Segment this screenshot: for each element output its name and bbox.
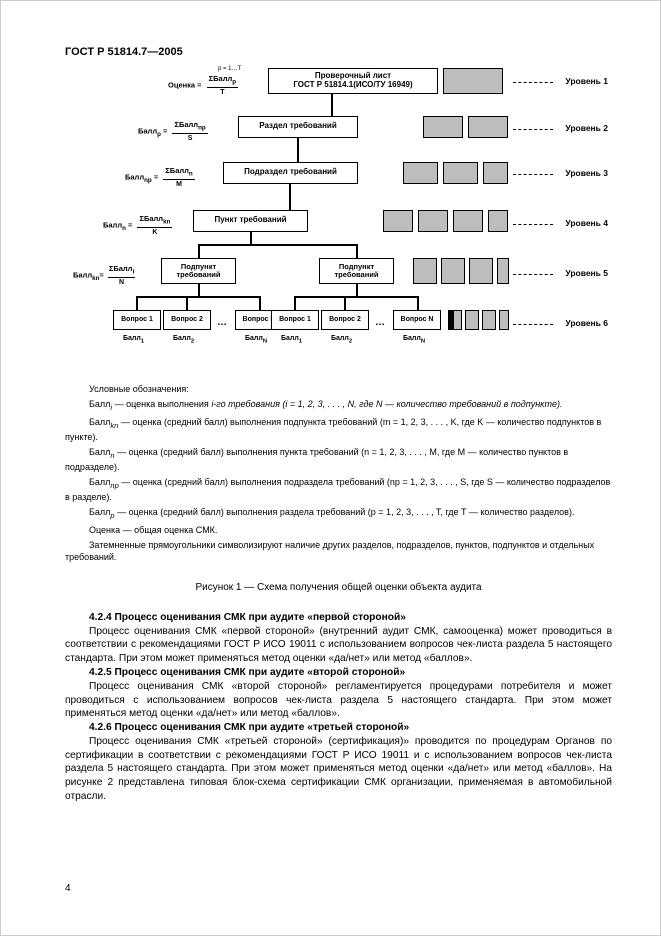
box-clause: Пункт требований <box>193 210 308 232</box>
box-shaded-l3b <box>443 162 478 184</box>
connector <box>356 284 358 296</box>
ball1: Балл1 <box>123 334 144 346</box>
formula-ballkn: Баллkn= ΣБаллi N <box>73 264 135 287</box>
box-shaded-l2b <box>468 116 508 138</box>
ball1b: Балл1 <box>281 334 302 346</box>
box-shaded-l3c <box>483 162 508 184</box>
level-label-5: Уровень 5 <box>565 268 608 279</box>
box-shaded-l4b <box>418 210 448 232</box>
para-4.2.4: Процесс оценивания СМК «первой стороной»… <box>65 625 612 666</box>
level-label-1: Уровень 1 <box>565 76 608 87</box>
box-shaded-l1 <box>443 68 503 94</box>
box-shaded-l3a <box>403 162 438 184</box>
box-checklist: Проверочный лист ГОСТ Р 51814.1(ИСО/ТУ 1… <box>268 68 438 94</box>
figure-1-diagram: Уровень 1 Уровень 2 Уровень 3 Уровень 4 … <box>73 68 608 373</box>
box-shaded-l5b <box>441 258 465 284</box>
connector <box>356 244 358 258</box>
ballnb: БаллN <box>403 334 425 346</box>
connector <box>136 296 138 310</box>
connector <box>344 296 346 310</box>
level-label-4: Уровень 4 <box>565 218 608 229</box>
connector <box>259 296 261 310</box>
box-q2: Вопрос 2 <box>163 310 211 330</box>
formula-balln: Баллn = ΣБаллkn K <box>103 214 172 237</box>
dash <box>513 174 553 175</box>
connector <box>136 296 261 298</box>
box-section: Раздел требований <box>238 116 358 138</box>
legend-line-2: Баллkn — оценка (средний балл) выполнени… <box>65 416 612 443</box>
connector <box>250 232 252 244</box>
level-label-6: Уровень 6 <box>565 318 608 329</box>
heading-4.2.5: 4.2.5 Процесс оценивания СМК при аудите … <box>65 666 612 680</box>
connector <box>198 284 200 296</box>
ball2: Балл2 <box>173 334 194 346</box>
box-q1: Вопрос 1 <box>113 310 161 330</box>
dash <box>513 224 553 225</box>
connector <box>186 296 188 310</box>
subclause2-label: Подпункт требований <box>335 263 379 278</box>
heading-4.2.6: 4.2.6 Процесс оценивания СМК при аудите … <box>65 721 612 735</box>
dash <box>513 129 553 130</box>
ellipsis: … <box>375 316 385 330</box>
balln: БаллN <box>245 334 267 346</box>
heading-4.2.4: 4.2.4 Процесс оценивания СМК при аудите … <box>65 611 612 625</box>
connector <box>294 296 296 310</box>
box-qnb: Вопрос N <box>393 310 441 330</box>
range-p: p = 1…T <box>218 65 241 73</box>
para-4.2.5: Процесс оценивания СМК «второй стороной»… <box>65 680 612 721</box>
box-shaded-l4d <box>488 210 508 232</box>
legend-line-4: Баллnp — оценка (средний балл) выполнени… <box>65 476 612 503</box>
legend-line-6: Оценка — общая оценка СМК. <box>65 524 612 536</box>
ball2b: Балл2 <box>331 334 352 346</box>
subclause1-label: Подпункт требований <box>177 263 221 278</box>
legend-line-5: Баллp — оценка (средний балл) выполнения… <box>65 506 612 521</box>
dash <box>513 274 553 275</box>
formula-ocenka: Оценка = ΣБаллp T <box>168 74 238 97</box>
dash <box>513 324 553 325</box>
connector <box>331 94 333 116</box>
box-shaded-l5a <box>413 258 437 284</box>
para-4.2.6: Процесс оценивания СМК «третьей стороной… <box>65 735 612 804</box>
box-subclause-2: Подпункт требований <box>319 258 394 284</box>
box-q1b: Вопрос 1 <box>271 310 319 330</box>
connector <box>294 296 419 298</box>
diagram-container: Уровень 1 Уровень 2 Уровень 3 Уровень 4 … <box>65 68 612 373</box>
box-shaded-l6c <box>482 310 496 330</box>
formula-ballnp: Баллnp = ΣБаллn M <box>125 166 195 189</box>
box-subclause-1: Подпункт требований <box>161 258 236 284</box>
connector <box>297 138 299 162</box>
legend-line-7: Затемненные прямоугольники символизируют… <box>65 539 612 563</box>
connector <box>289 184 291 210</box>
box-shaded-l2a <box>423 116 463 138</box>
legend: Условные обозначения: Баллi — оценка вып… <box>65 383 612 564</box>
page: ГОСТ Р 51814.7—2005 Уровень 1 Уровень 2 … <box>0 0 661 936</box>
formula-ballp: Баллp = ΣБаллnp S <box>138 120 208 143</box>
legend-line-3: Баллn — оценка (средний балл) выполнения… <box>65 446 612 473</box>
connector <box>417 296 419 310</box>
figure-caption: Рисунок 1 — Схема получения общей оценки… <box>65 581 612 595</box>
box-shaded-l5d <box>497 258 509 284</box>
box-shaded-l6d <box>499 310 509 330</box>
box-shaded-l4c <box>453 210 483 232</box>
doc-code: ГОСТ Р 51814.7—2005 <box>65 45 612 60</box>
box-q2b: Вопрос 2 <box>321 310 369 330</box>
legend-line-1: Баллi — оценка выполнения i-го требовани… <box>65 398 612 413</box>
connector <box>198 244 358 246</box>
ellipsis: … <box>217 316 227 330</box>
box-black-l6 <box>448 310 454 330</box>
dash <box>513 82 553 83</box>
box-shaded-l6b <box>465 310 479 330</box>
box-checklist-label: Проверочный лист ГОСТ Р 51814.1(ИСО/ТУ 1… <box>293 72 412 90</box>
box-shaded-l5c <box>469 258 493 284</box>
page-number: 4 <box>65 882 71 896</box>
box-shaded-l4a <box>383 210 413 232</box>
level-label-3: Уровень 3 <box>565 168 608 179</box>
box-subsection: Подраздел требований <box>223 162 358 184</box>
legend-title: Условные обозначения: <box>65 383 612 395</box>
connector <box>198 244 200 258</box>
level-label-2: Уровень 2 <box>565 123 608 134</box>
